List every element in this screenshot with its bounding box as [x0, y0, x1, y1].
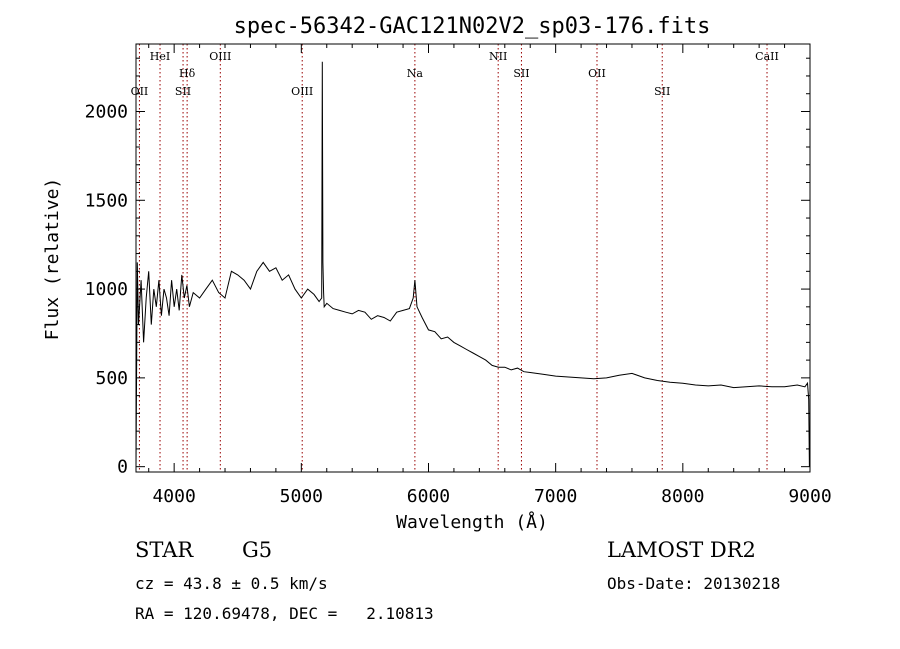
plot-frame — [135, 43, 811, 473]
x-tick-label: 4000 — [152, 486, 195, 507]
x-axis-ticks: 4000 5000 6000 7000 8000 9000 — [148, 44, 832, 507]
x-tick-label: 8000 — [661, 486, 704, 507]
spectral-line-label-5: OIII — [291, 85, 313, 98]
spectral-line-label-6: Na — [407, 67, 424, 80]
spectral-line-label-2: SII — [175, 85, 191, 98]
obs-date: Obs-Date: 20130218 — [607, 574, 781, 593]
x-tick-label: 7000 — [534, 486, 577, 507]
y-axis-label: Flux (relative) — [42, 178, 63, 341]
spectral-line-labels: OII HeI SII Hδ OIII OIII Na NII SII OII SII CaII — [131, 50, 779, 98]
spectral-line-label-9: OII — [588, 67, 606, 80]
spectral-line-label-0: OII — [131, 85, 149, 98]
x-axis-label: Wavelength (Å) — [396, 511, 548, 533]
spectrum-line — [135, 61, 810, 467]
x-tick-label: 6000 — [407, 486, 450, 507]
x-tick-label: 5000 — [280, 486, 323, 507]
object-class: STAR — [135, 538, 194, 562]
spectral-line-markers — [138, 44, 768, 472]
spectral-line-label-1: HeI — [150, 50, 170, 63]
coordinates: RA = 120.69478, DEC = 2.10813 — [135, 604, 434, 623]
spectral-line-label-7: NII — [489, 50, 507, 63]
spectral-line-label-4: OIII — [209, 50, 231, 63]
object-subclass: G5 — [242, 538, 273, 562]
y-tick-label: 2000 — [85, 101, 128, 122]
spectral-line-label-3: Hδ — [179, 67, 196, 80]
y-axis-ticks: 0 500 1000 1500 2000 — [85, 57, 810, 478]
redshift-value: cz = 43.8 ± 0.5 km/s — [135, 574, 328, 593]
x-tick-label: 9000 — [788, 486, 831, 507]
y-tick-label: 1000 — [85, 279, 128, 300]
survey-label: LAMOST DR2 — [607, 538, 756, 562]
y-tick-label: 0 — [117, 457, 128, 478]
chart-title: spec-56342-GAC121N02V2_sp03-176.fits — [234, 14, 711, 39]
spectral-line-label-11: CaII — [755, 50, 779, 63]
y-tick-label: 500 — [95, 368, 128, 389]
y-tick-label: 1500 — [85, 190, 128, 211]
spectral-line-label-8: SII — [513, 67, 529, 80]
spectral-line-label-10: SII — [654, 85, 670, 98]
